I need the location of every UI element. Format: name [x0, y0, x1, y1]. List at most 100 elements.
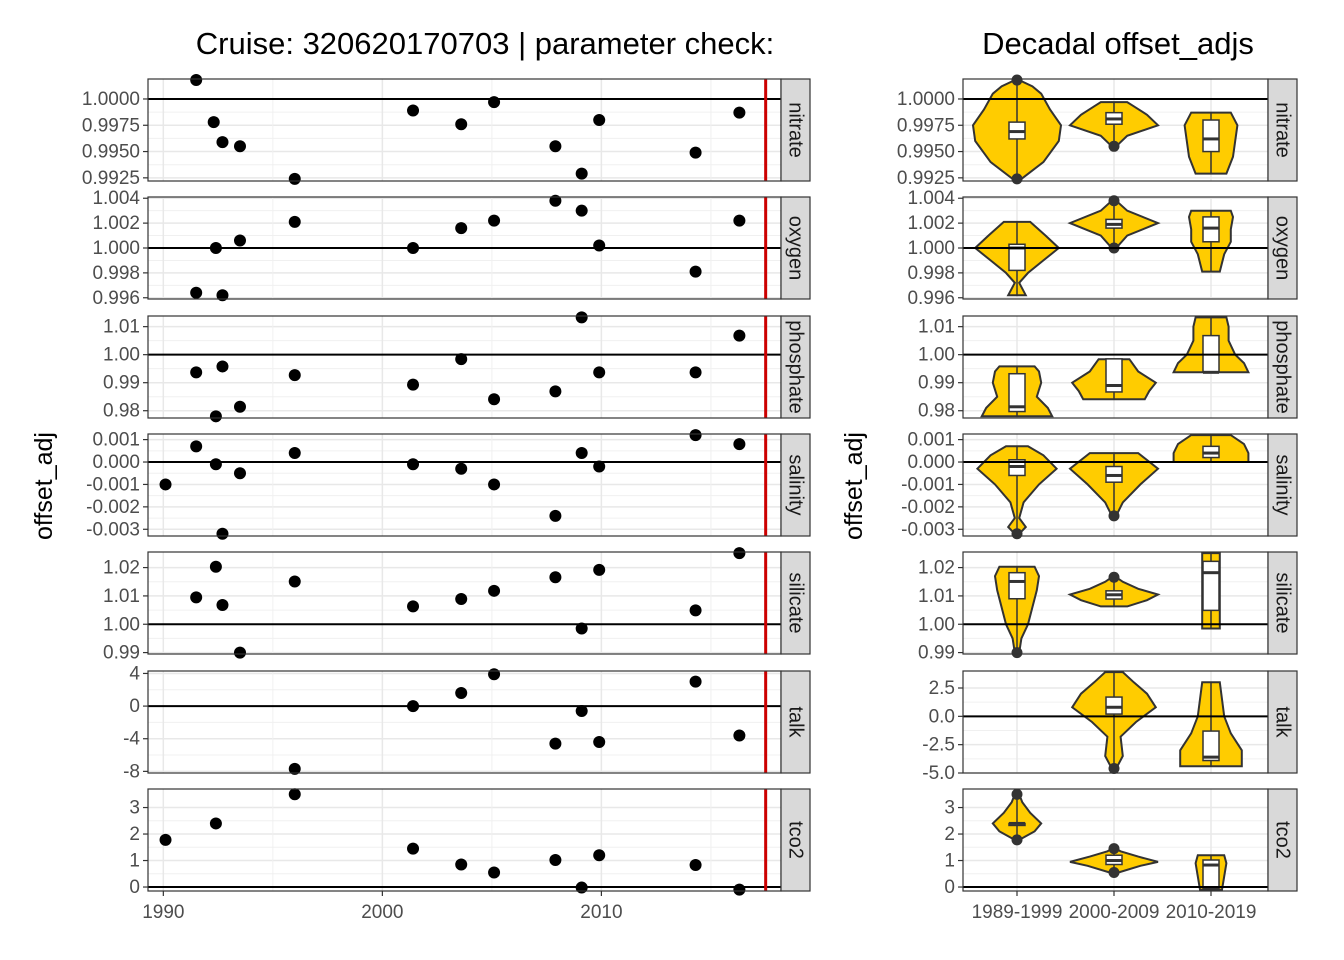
- data-point: [593, 849, 606, 862]
- data-point: [209, 242, 222, 254]
- data-point: [733, 883, 746, 896]
- y-tick-label: 0.9975: [82, 115, 140, 136]
- outlier-point: [1108, 866, 1120, 878]
- left-panel-talk: 4 0 -4 -8 talk: [123, 663, 811, 782]
- outlier-point: [1011, 528, 1023, 540]
- y-tick-label: 0.9950: [897, 142, 955, 163]
- facet-label: silicate: [1272, 572, 1294, 633]
- data-point: [407, 104, 420, 117]
- data-point: [216, 527, 229, 540]
- data-point: [455, 687, 468, 700]
- right-panel-talk: 2.5 0.0 -2.5 -5.0 talk: [922, 670, 1298, 784]
- data-point: [549, 737, 562, 750]
- y-tick-label: -8: [123, 761, 140, 782]
- right-panel-phosphate: 1.01 1.00 0.99 0.98 phosphate: [918, 315, 1298, 422]
- data-point: [455, 222, 468, 235]
- data-point: [575, 704, 588, 717]
- panel-border: [147, 788, 782, 892]
- data-point: [549, 509, 562, 522]
- outlier-point: [1108, 843, 1120, 855]
- y-tick-label: 0.9925: [897, 168, 955, 189]
- data-point: [233, 467, 246, 480]
- y-tick-label: -0.003: [86, 519, 140, 540]
- data-point: [209, 458, 222, 471]
- facet-label: talk: [785, 706, 807, 738]
- y-tick-label: 0.000: [92, 452, 140, 473]
- data-point: [190, 286, 203, 299]
- y-tick-label: -2.5: [922, 735, 955, 756]
- data-point: [288, 447, 301, 460]
- x-tick-label: 1989-1999: [972, 902, 1063, 923]
- y-tick-label: 0.9975: [897, 115, 955, 136]
- y-tick-label: -5.0: [922, 763, 955, 784]
- y-tick-label: -0.003: [901, 519, 955, 540]
- data-point: [549, 194, 562, 207]
- data-point: [209, 560, 222, 573]
- y-tick-label: 1.01: [103, 317, 140, 338]
- y-tick-label: 0.001: [907, 430, 955, 451]
- outlier-point: [1108, 571, 1120, 583]
- x-tick-label: 2010-2019: [1166, 902, 1257, 923]
- data-point: [216, 360, 229, 373]
- data-point: [549, 140, 562, 153]
- facet-label: salinity: [785, 454, 807, 515]
- data-point: [488, 393, 501, 406]
- data-point: [190, 591, 203, 604]
- plot-area: 1.00000.99750.99500.9925nitrate1.0041.00…: [82, 74, 1298, 923]
- y-tick-label: -0.002: [86, 497, 140, 518]
- data-point: [288, 762, 301, 775]
- y-tick-label: 0.998: [907, 263, 955, 284]
- data-point: [689, 146, 702, 159]
- data-point: [733, 329, 746, 342]
- data-point: [488, 478, 501, 491]
- data-point: [455, 593, 468, 606]
- facet-label: nitrate: [1272, 102, 1294, 158]
- outlier-point: [1011, 647, 1023, 659]
- data-point: [689, 604, 702, 617]
- y-tick-label: 0: [129, 877, 140, 898]
- data-point: [190, 74, 203, 87]
- y-tick-label: -4: [123, 729, 140, 750]
- data-point: [575, 311, 588, 324]
- data-point: [407, 600, 420, 613]
- data-point: [159, 833, 172, 846]
- facet-label: phosphate: [1272, 320, 1294, 413]
- data-point: [593, 563, 606, 576]
- data-point: [288, 369, 301, 382]
- data-point: [575, 447, 588, 460]
- data-point: [733, 214, 746, 227]
- data-point: [733, 547, 746, 560]
- facet-label: silicate: [785, 572, 807, 633]
- y-tick-label: -0.002: [901, 497, 955, 518]
- y-tick-label: 0.99: [918, 643, 955, 664]
- box-iqr: [1008, 571, 1026, 600]
- y-tick-label: 1.01: [918, 317, 955, 338]
- box-iqr: [1202, 560, 1220, 612]
- data-point: [233, 400, 246, 413]
- y-tick-label: 0.99: [918, 373, 955, 394]
- y-tick-label: 1: [129, 851, 140, 872]
- y-tick-label: 0.001: [92, 430, 140, 451]
- y-tick-label: 0.0: [929, 706, 955, 727]
- left-panel-oxygen: 1.004 1.002 1.000 0.998 0.996 oxygen: [92, 188, 811, 309]
- facet-strip: [1267, 315, 1298, 419]
- data-point: [733, 106, 746, 119]
- facet-label: tco2: [785, 821, 807, 859]
- data-point: [488, 866, 501, 879]
- data-point: [488, 96, 501, 109]
- data-point: [733, 438, 746, 451]
- facet-label: salinity: [1272, 454, 1294, 515]
- facet-strip: [1267, 196, 1298, 300]
- y-tick-label: 2: [129, 824, 140, 845]
- data-point: [233, 234, 246, 247]
- facet-strip: [1267, 433, 1298, 537]
- data-point: [159, 478, 172, 491]
- facet-label: nitrate: [785, 102, 807, 158]
- right-panel-silicate: 1.02 1.01 1.00 0.99 silicate: [918, 551, 1298, 664]
- data-point: [288, 172, 301, 185]
- outlier-point: [1108, 140, 1120, 152]
- x-tick-label: 2000: [361, 902, 403, 923]
- y-tick-label: 2: [944, 824, 955, 845]
